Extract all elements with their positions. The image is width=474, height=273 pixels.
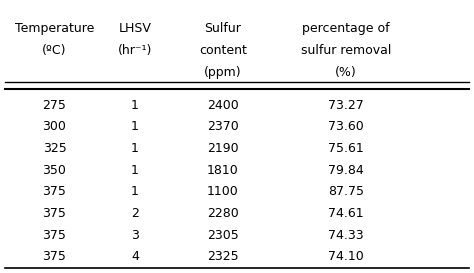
Text: (ppm): (ppm) bbox=[204, 66, 242, 79]
Text: 350: 350 bbox=[43, 164, 66, 177]
Text: 75.61: 75.61 bbox=[328, 142, 364, 155]
Text: 79.84: 79.84 bbox=[328, 164, 364, 177]
Text: 3: 3 bbox=[131, 229, 139, 242]
Text: 325: 325 bbox=[43, 142, 66, 155]
Text: 1: 1 bbox=[131, 185, 139, 198]
Text: (ºC): (ºC) bbox=[42, 44, 67, 57]
Text: 375: 375 bbox=[43, 250, 66, 263]
Text: 375: 375 bbox=[43, 207, 66, 220]
Text: 74.10: 74.10 bbox=[328, 250, 364, 263]
Text: 4: 4 bbox=[131, 250, 139, 263]
Text: percentage of: percentage of bbox=[302, 22, 390, 35]
Text: 2325: 2325 bbox=[207, 250, 238, 263]
Text: 375: 375 bbox=[43, 185, 66, 198]
Text: 73.27: 73.27 bbox=[328, 99, 364, 111]
Text: 2280: 2280 bbox=[207, 207, 238, 220]
Text: 300: 300 bbox=[43, 120, 66, 133]
Text: 2305: 2305 bbox=[207, 229, 238, 242]
Text: 1810: 1810 bbox=[207, 164, 238, 177]
Text: 1100: 1100 bbox=[207, 185, 238, 198]
Text: 375: 375 bbox=[43, 229, 66, 242]
Text: 74.61: 74.61 bbox=[328, 207, 364, 220]
Text: 2400: 2400 bbox=[207, 99, 238, 111]
Text: 1: 1 bbox=[131, 99, 139, 111]
Text: 2190: 2190 bbox=[207, 142, 238, 155]
Text: LHSV: LHSV bbox=[118, 22, 152, 35]
Text: Temperature: Temperature bbox=[15, 22, 94, 35]
Text: 73.60: 73.60 bbox=[328, 120, 364, 133]
Text: 74.33: 74.33 bbox=[328, 229, 364, 242]
Text: 275: 275 bbox=[43, 99, 66, 111]
Text: 1: 1 bbox=[131, 164, 139, 177]
Text: 1: 1 bbox=[131, 120, 139, 133]
Text: 2370: 2370 bbox=[207, 120, 238, 133]
Text: Sulfur: Sulfur bbox=[204, 22, 241, 35]
Text: content: content bbox=[199, 44, 247, 57]
Text: (%): (%) bbox=[335, 66, 357, 79]
Text: sulfur removal: sulfur removal bbox=[301, 44, 391, 57]
Text: 87.75: 87.75 bbox=[328, 185, 364, 198]
Text: 1: 1 bbox=[131, 142, 139, 155]
Text: (hr⁻¹): (hr⁻¹) bbox=[118, 44, 152, 57]
Text: 2: 2 bbox=[131, 207, 139, 220]
